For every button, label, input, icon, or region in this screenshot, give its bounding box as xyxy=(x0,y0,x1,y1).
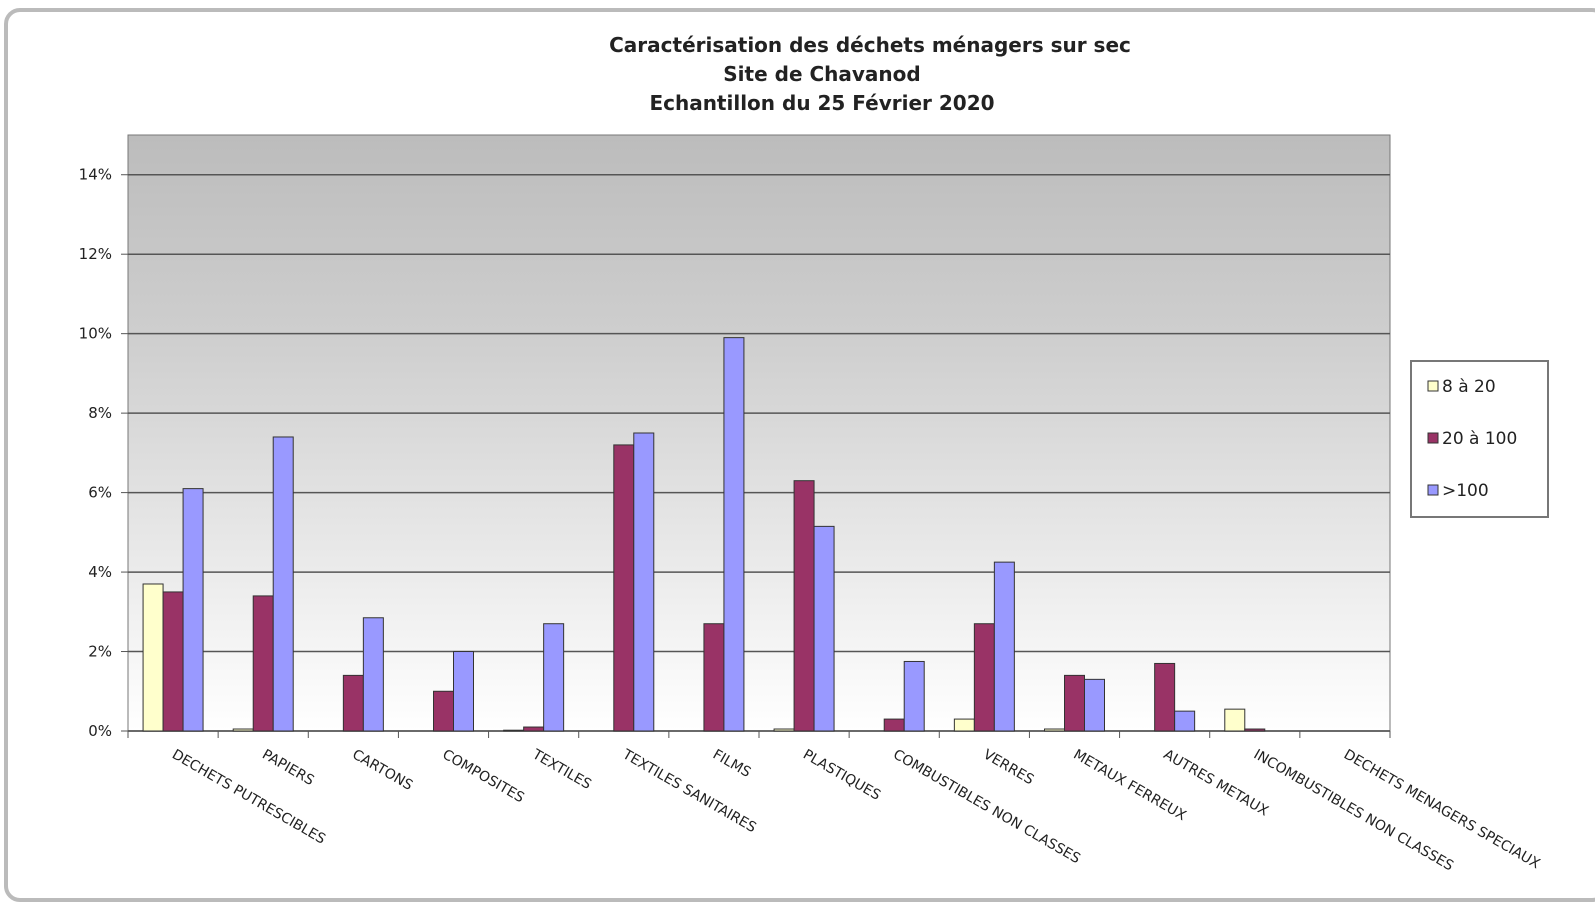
bar xyxy=(543,623,565,732)
x-tick-label: TEXTILES xyxy=(529,746,594,793)
bar xyxy=(953,718,975,732)
bar xyxy=(633,432,655,732)
x-tick-label: PAPIERS xyxy=(259,747,317,789)
legend-swatch xyxy=(1427,484,1439,496)
bar xyxy=(1154,662,1176,732)
frame xyxy=(4,8,1595,902)
chart-title: Site de Chavanod xyxy=(723,62,920,86)
legend-swatch xyxy=(1427,380,1439,392)
bar xyxy=(272,436,294,732)
bar xyxy=(162,591,184,732)
y-tick-label: 14% xyxy=(79,166,112,184)
legend-swatch xyxy=(1427,432,1439,444)
bar xyxy=(523,726,545,732)
y-tick-label: 2% xyxy=(88,643,112,661)
y-tick-label: 4% xyxy=(88,563,112,581)
y-tick-label: 0% xyxy=(88,722,112,740)
bar xyxy=(1044,728,1065,732)
legend-label: >100 xyxy=(1442,481,1489,501)
bar xyxy=(973,623,995,732)
bar xyxy=(1244,728,1266,732)
bar xyxy=(703,623,725,732)
bar xyxy=(142,583,164,732)
x-tick-label: FILMS xyxy=(710,747,754,781)
bar xyxy=(813,525,835,732)
legend-label: 8 à 20 xyxy=(1442,377,1496,397)
bar xyxy=(883,718,905,732)
bar xyxy=(1174,710,1196,732)
bar xyxy=(723,337,745,732)
x-tick-label: COMPOSITES xyxy=(440,747,527,807)
bar xyxy=(773,728,795,732)
chart-title: Caractérisation des déchets ménagers sur… xyxy=(609,33,1131,57)
y-tick-label: 12% xyxy=(79,245,112,263)
bar xyxy=(1084,678,1105,732)
x-tick-label: COMBUSTIBLES NON CLASSES xyxy=(890,747,1083,868)
bar xyxy=(232,728,254,732)
y-tick-label: 10% xyxy=(79,325,112,343)
bar xyxy=(1064,674,1085,732)
x-tick-label: DECHETS PUTRESCIBLES xyxy=(169,747,328,848)
bar xyxy=(342,674,364,732)
x-tick-label: VERRES xyxy=(980,747,1036,789)
bar xyxy=(453,651,474,732)
bar xyxy=(503,729,525,732)
bar xyxy=(252,595,274,732)
bar xyxy=(1224,708,1246,732)
y-tick-label: 6% xyxy=(88,484,112,502)
bar xyxy=(613,444,635,732)
bar xyxy=(433,690,454,732)
bar xyxy=(903,660,925,732)
x-tick-label: PLASTIQUES xyxy=(800,747,883,804)
bar xyxy=(182,488,204,732)
bar xyxy=(362,617,384,732)
bar xyxy=(993,561,1015,732)
legend-label: 20 à 100 xyxy=(1442,429,1517,449)
plot-area xyxy=(127,134,1391,732)
y-tick-label: 8% xyxy=(88,404,112,422)
x-tick-label: CARTONS xyxy=(349,747,415,794)
bar xyxy=(793,480,815,732)
chart-title: Echantillon du 25 Février 2020 xyxy=(649,91,994,115)
